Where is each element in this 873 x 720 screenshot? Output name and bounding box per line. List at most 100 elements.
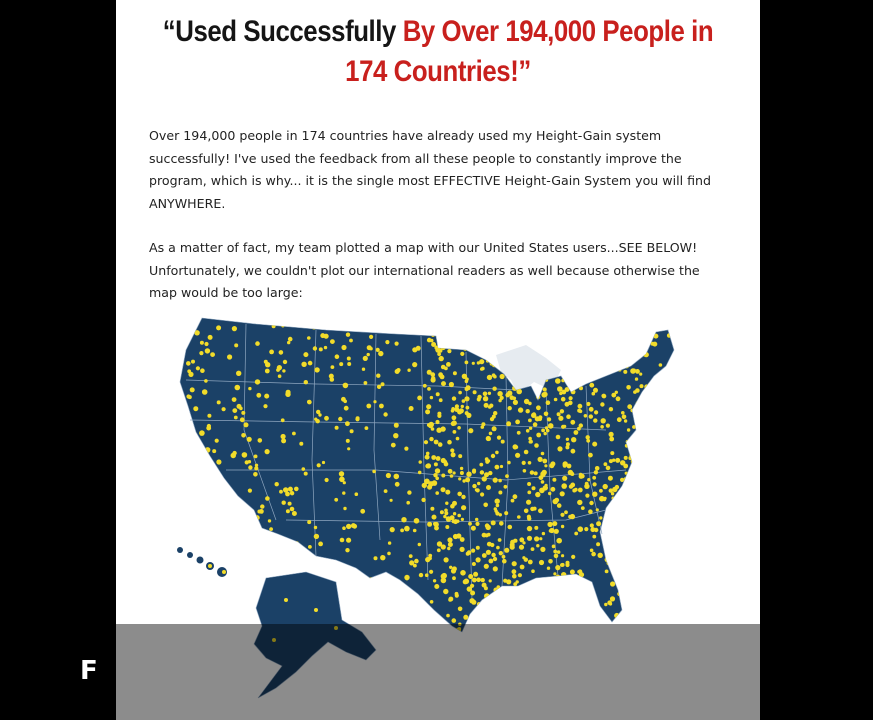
user-dot bbox=[557, 318, 561, 320]
user-dot bbox=[472, 483, 477, 489]
user-dot bbox=[347, 362, 352, 366]
user-dot bbox=[385, 472, 391, 479]
user-dot bbox=[589, 500, 594, 506]
user-dot bbox=[561, 338, 567, 344]
user-dot bbox=[440, 577, 447, 584]
headline-red-text-line2: 174 Countries!” bbox=[345, 55, 531, 88]
user-dot bbox=[594, 410, 599, 415]
user-dot bbox=[192, 324, 197, 329]
user-dot bbox=[435, 419, 440, 425]
user-dot bbox=[479, 359, 485, 365]
user-dot bbox=[602, 483, 608, 490]
user-dot bbox=[475, 341, 480, 346]
user-dot bbox=[516, 615, 522, 620]
user-dot bbox=[189, 387, 195, 393]
user-dot bbox=[204, 341, 209, 347]
user-dot bbox=[650, 402, 656, 407]
user-dot bbox=[241, 433, 246, 438]
user-dot bbox=[565, 587, 570, 592]
user-dot bbox=[460, 517, 464, 521]
user-dot bbox=[658, 454, 665, 460]
user-dot bbox=[448, 318, 454, 319]
user-dot bbox=[507, 324, 512, 330]
user-dot bbox=[538, 475, 544, 480]
user-dot bbox=[292, 431, 296, 436]
user-dot bbox=[546, 335, 552, 341]
user-dot bbox=[496, 435, 502, 440]
user-dot bbox=[471, 548, 476, 553]
user-dot bbox=[496, 545, 500, 550]
user-dot bbox=[581, 604, 585, 608]
user-dot bbox=[577, 342, 583, 347]
user-dot bbox=[203, 595, 209, 601]
user-dot bbox=[529, 470, 535, 475]
user-dot bbox=[212, 513, 217, 517]
user-dot bbox=[612, 486, 618, 493]
user-dot bbox=[515, 611, 519, 616]
user-dot bbox=[394, 369, 400, 374]
user-dot bbox=[554, 497, 560, 503]
user-dot bbox=[470, 525, 476, 531]
user-dot bbox=[570, 482, 576, 488]
user-dot bbox=[577, 487, 583, 493]
user-dot bbox=[539, 487, 545, 494]
user-dot bbox=[512, 343, 517, 348]
user-dot bbox=[548, 559, 553, 564]
user-dot bbox=[616, 417, 622, 423]
user-dot bbox=[526, 322, 531, 327]
user-dot bbox=[475, 318, 481, 324]
user-dot bbox=[537, 456, 543, 462]
user-dot bbox=[600, 341, 604, 346]
user-dot bbox=[189, 517, 194, 523]
user-dot bbox=[279, 489, 283, 494]
user-dot bbox=[574, 531, 579, 536]
user-dot bbox=[250, 518, 255, 523]
user-dot bbox=[186, 522, 191, 527]
user-dot bbox=[592, 598, 598, 603]
user-dot bbox=[195, 604, 199, 608]
user-dot bbox=[271, 324, 276, 329]
user-dot bbox=[240, 318, 246, 322]
user-dot bbox=[543, 598, 549, 605]
user-dot bbox=[571, 379, 577, 385]
user-dot bbox=[628, 604, 633, 609]
user-dot bbox=[634, 499, 639, 504]
user-dot bbox=[414, 558, 419, 564]
user-dot bbox=[578, 423, 583, 428]
user-dot bbox=[590, 527, 596, 533]
user-dot bbox=[580, 327, 585, 333]
user-dot bbox=[559, 335, 563, 339]
user-dot bbox=[320, 333, 326, 339]
user-dot bbox=[277, 374, 282, 378]
user-dot bbox=[485, 549, 491, 555]
user-dot bbox=[247, 604, 252, 609]
user-dot bbox=[342, 526, 346, 530]
user-dot bbox=[465, 405, 470, 410]
user-dot bbox=[464, 411, 469, 416]
user-dot bbox=[586, 438, 591, 443]
sales-page: “Used Successfully By Over 194,000 Peopl… bbox=[116, 0, 760, 720]
user-dot bbox=[212, 449, 217, 454]
user-dot bbox=[227, 581, 233, 588]
user-dot bbox=[568, 514, 573, 519]
user-dot bbox=[488, 405, 492, 409]
user-dot bbox=[210, 318, 216, 320]
user-dot bbox=[339, 537, 345, 543]
user-dot bbox=[443, 557, 449, 563]
user-dot bbox=[190, 512, 195, 517]
user-dot bbox=[637, 523, 644, 530]
user-dot bbox=[447, 542, 453, 547]
user-dot bbox=[620, 335, 625, 340]
user-dot bbox=[536, 544, 540, 548]
user-dot bbox=[254, 379, 261, 385]
user-dot bbox=[538, 596, 543, 601]
us-users-map bbox=[177, 317, 675, 699]
user-dot bbox=[624, 364, 629, 369]
user-dot bbox=[518, 544, 525, 550]
user-dot bbox=[424, 573, 429, 577]
user-dot bbox=[619, 318, 625, 323]
user-dot bbox=[471, 361, 475, 365]
user-dot bbox=[630, 499, 635, 504]
user-dot bbox=[277, 538, 282, 542]
user-dot bbox=[643, 353, 647, 357]
